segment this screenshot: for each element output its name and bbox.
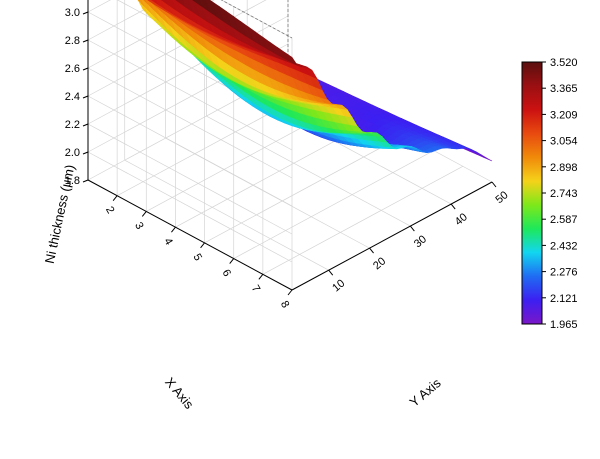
colorbar-tick-label: 2.743 (550, 188, 578, 200)
x-tick-label: 4 (161, 236, 174, 247)
x-tick-label: 5 (190, 252, 203, 263)
x-tick-label: 8 (278, 299, 291, 310)
colorbar-tick-label: 2.432 (550, 240, 578, 252)
x-tick-label: 6 (220, 267, 233, 278)
x-tick-label: 2 (103, 205, 116, 216)
colorbar-tick-label: 3.209 (550, 109, 578, 121)
colorbar-tick-label: 3.520 (550, 57, 578, 69)
y-tick-label: 10 (330, 277, 347, 294)
colorbar: 3.520 3.365 3.209 3.054 2.898 2.743 2.587 2.432… (521, 57, 578, 331)
x-axis-title: X Axis (162, 374, 197, 412)
z-tick-label: 2.2 (65, 119, 80, 131)
x-tick-label: 7 (249, 283, 262, 294)
y-tick-label: 30 (412, 233, 429, 250)
surface-mesh (137, 0, 493, 162)
colorbar-tick-label: 3.365 (550, 83, 578, 95)
y-tick-label: 20 (371, 255, 388, 272)
z-tick-label: 2.8 (65, 35, 80, 47)
y-tick-label: 40 (453, 211, 470, 228)
colorbar-gradient (521, 61, 543, 325)
z-tick-label: 3.0 (65, 7, 80, 19)
surface-facet (284, 52, 298, 66)
colorbar-tick-label: 1.965 (550, 319, 578, 331)
z-tick-label: 1.8 (65, 175, 80, 187)
x-tick-label: 3 (132, 220, 145, 231)
z-tick-label: 2.6 (65, 63, 80, 75)
colorbar-tick-label: 2.587 (550, 214, 578, 226)
z-tick-label: 2.0 (65, 147, 80, 159)
y-tick-label: 50 (494, 189, 511, 206)
colorbar-tick-label: 3.054 (550, 136, 578, 148)
y-axis-title: Y Axis (407, 375, 445, 410)
z-axis-title: Ni thickness (μm) (42, 163, 78, 265)
colorbar-tick-label: 2.898 (550, 162, 578, 174)
colorbar-tick-label: 2.121 (550, 293, 578, 305)
z-tick-label: 2.4 (65, 91, 80, 103)
colorbar-tick-label: 2.276 (550, 267, 578, 279)
